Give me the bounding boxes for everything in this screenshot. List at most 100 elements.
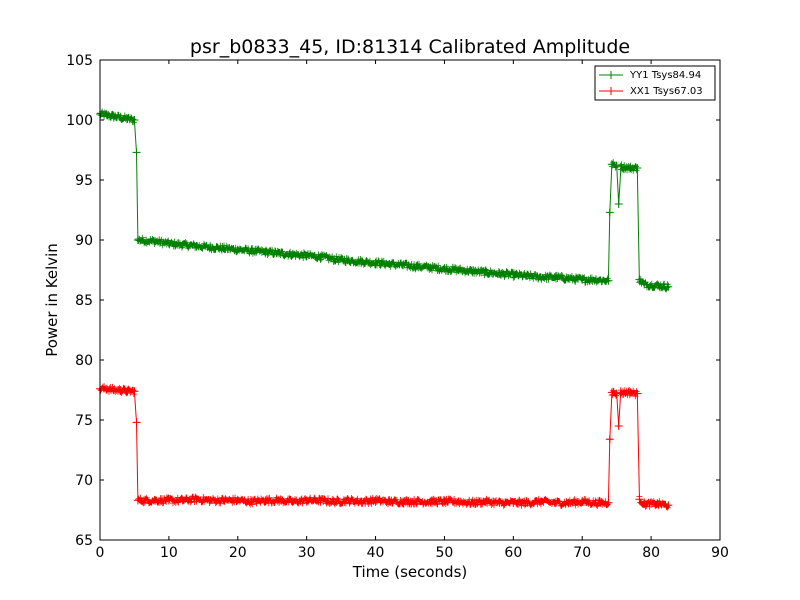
data-point	[130, 116, 139, 124]
series-0	[96, 108, 673, 293]
x-tick-label: 0	[96, 545, 105, 561]
data-point	[509, 498, 518, 507]
data-point	[612, 161, 621, 170]
data-point	[550, 273, 559, 282]
data-point	[357, 257, 366, 266]
data-point	[612, 389, 621, 398]
data-point	[616, 162, 625, 171]
data-point	[116, 113, 125, 122]
data-point	[616, 388, 625, 397]
data-point	[130, 387, 139, 396]
data-point	[385, 497, 394, 506]
data-point	[454, 266, 463, 274]
plot-area	[100, 60, 720, 540]
y-tick-label: 90	[75, 233, 93, 249]
series-layer	[96, 108, 673, 511]
data-point	[640, 280, 649, 289]
x-tick-label: 80	[642, 545, 660, 561]
data-point	[440, 264, 449, 273]
data-point	[220, 496, 228, 505]
data-point	[426, 263, 435, 272]
data-point	[164, 239, 173, 248]
series-1	[96, 383, 673, 511]
data-point	[412, 497, 421, 506]
data-point	[607, 160, 616, 169]
data-point	[614, 422, 623, 430]
data-point	[578, 275, 587, 284]
data-point	[261, 496, 270, 505]
data-point	[468, 498, 476, 507]
data-point	[399, 261, 408, 270]
data-point	[233, 496, 242, 505]
x-tick-label: 40	[367, 545, 385, 561]
y-tick-label: 80	[75, 353, 93, 369]
data-point	[302, 251, 311, 260]
data-point	[109, 112, 118, 121]
data-point	[275, 249, 284, 258]
data-point	[330, 497, 339, 506]
data-point	[495, 498, 504, 507]
data-point	[247, 246, 256, 255]
data-point	[481, 497, 490, 506]
legend-box	[594, 65, 716, 101]
data-point	[261, 248, 270, 256]
data-point	[133, 496, 142, 505]
data-point	[626, 388, 635, 397]
data-point	[116, 386, 125, 394]
legend-marker-xx1	[607, 87, 615, 95]
data-point	[220, 244, 228, 253]
data-point	[607, 388, 616, 397]
x-tick-label: 10	[160, 545, 178, 561]
legend: YY1 Tsys84.94 XX1 Tsys67.03	[594, 65, 716, 101]
legend-marker-yy1	[607, 71, 615, 79]
data-point	[151, 237, 160, 246]
x-tick-label: 90	[711, 545, 729, 561]
data-point	[564, 498, 573, 507]
x-tick-label: 20	[229, 545, 247, 561]
x-tick-label: 60	[504, 545, 522, 561]
data-point	[468, 267, 476, 276]
data-point	[604, 498, 613, 507]
data-point	[132, 148, 141, 157]
data-point	[206, 243, 215, 252]
data-point	[626, 164, 635, 172]
data-point	[654, 281, 662, 290]
data-point	[132, 418, 141, 427]
data-point	[614, 200, 623, 208]
y-axis-ticks: 65 70 75 80 85 90 95 100 105	[66, 53, 720, 549]
y-tick-label: 75	[75, 413, 93, 429]
data-point	[523, 498, 532, 507]
data-point	[604, 276, 613, 285]
y-axis-label: Power in Kelvin	[43, 243, 61, 357]
data-point	[550, 498, 559, 507]
data-point	[357, 497, 366, 506]
data-point	[536, 497, 545, 506]
data-point	[605, 208, 614, 217]
data-point	[454, 497, 463, 506]
data-point	[178, 496, 187, 505]
data-point	[523, 272, 532, 280]
legend-label-yy1: YY1 Tsys84.94	[629, 70, 701, 81]
data-point	[495, 269, 504, 278]
data-point	[633, 164, 642, 172]
data-point	[664, 501, 673, 510]
data-point	[151, 496, 160, 505]
data-point	[640, 500, 649, 508]
x-tick-label: 70	[573, 545, 591, 561]
data-point	[399, 497, 408, 506]
data-point	[316, 496, 325, 505]
y-tick-label: 70	[75, 473, 93, 489]
data-point	[536, 273, 545, 282]
data-point	[605, 435, 614, 444]
data-point	[288, 250, 297, 259]
data-point	[633, 389, 642, 398]
data-point	[412, 262, 421, 271]
x-axis-ticks: 0 10 20 30 40 50 60 70 80 90	[96, 60, 729, 561]
data-point	[206, 496, 215, 505]
x-tick-label: 30	[298, 545, 316, 561]
data-point	[635, 275, 644, 284]
data-point	[123, 387, 132, 396]
data-point	[344, 256, 352, 265]
data-point	[664, 282, 673, 291]
